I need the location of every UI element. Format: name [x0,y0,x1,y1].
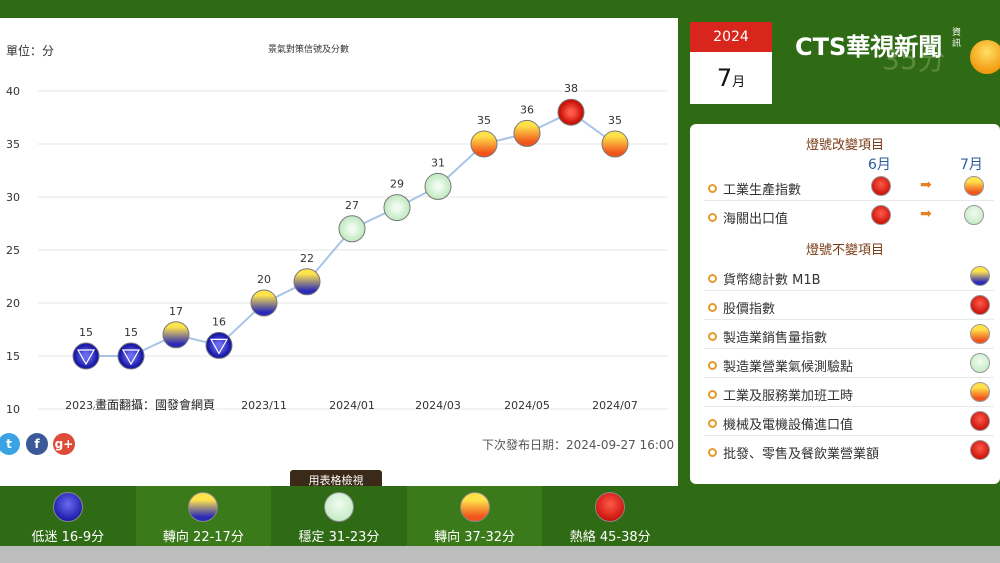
x-tick-label: 2024/07 [592,399,638,412]
signal-point [601,130,629,158]
red-signal-icon [970,295,990,315]
x-tick-label: 2024/03 [415,399,461,412]
twitter-icon[interactable]: t [0,433,20,455]
signal-point [162,321,190,349]
green-signal-icon [323,492,354,522]
business-signal-chart: 40 35 30 25 20 15 10 2023/07 2023/11 2024/01 2024/… [6,82,668,416]
changed-item: 工業生產指數 [708,179,801,198]
data-label: 22 [300,252,314,265]
arrow-right-icon: ➡ [920,206,932,222]
yellow-blue-signal-icon [970,266,990,286]
data-label: 15 [79,326,93,339]
red-signal-icon [871,176,891,196]
y-tick-label: 40 [6,85,20,98]
signal-point [470,130,498,158]
yellow-blue-signal-icon [188,492,219,522]
unit-label: 單位：分 [6,44,55,58]
legend-item-stable: 穩定 31-23分 [271,486,407,546]
legend-item-hot: 熱絡 45-38分 [542,486,678,546]
x-tick-label: 2023/11 [241,399,287,412]
yellow-red-signal-icon [970,40,1000,74]
signal-point [383,194,411,222]
green-signal-icon [970,353,990,373]
cts-logo: CTS華視新聞 [795,33,943,61]
data-label: 31 [431,156,445,169]
x-tick-label: 2023/07 [65,399,111,412]
green-signal-icon [964,205,984,225]
y-tick-label: 30 [6,191,20,204]
legend-item-turn-down: 轉向 22-17分 [135,486,272,546]
yellow-red-signal-icon [970,324,990,344]
down-triangle-icon [209,338,229,355]
arrow-right-icon: ➡ [920,177,932,193]
unchanged-item: 製造業銷售量指數 [708,327,827,346]
red-signal-icon [970,411,990,431]
signal-point [424,172,452,200]
current-score: 35分 [882,43,946,76]
data-label: 29 [390,178,404,191]
y-tick-label: 15 [6,350,20,363]
bottom-strip [0,546,1000,563]
x-tick-label: 2024/01 [329,399,375,412]
cts-logo-sub: 資訊 [952,28,962,49]
down-triangle-icon [76,349,96,366]
y-tick-label: 35 [6,138,20,151]
to-month-label: 7月 [960,157,983,173]
data-label: 38 [564,82,578,95]
indicator-panel: 燈號改變項目 6月 7月 工業生產指數 ➡ 海關出口值 ➡ 燈號不變項目 貨幣總… [690,124,1000,484]
unchanged-item: 機械及電機設備進口值 [708,414,853,433]
signal-legend: 低迷 16-9分 轉向 22-17分 穩定 31-23分 轉向 37-32分 熱… [0,486,678,546]
unchanged-item: 貨幣總計數 M1B [708,269,821,288]
unchanged-item: 工業及服務業加班工時 [708,385,853,404]
data-label: 35 [608,114,622,127]
red-signal-icon [970,440,990,460]
from-month-label: 6月 [868,157,891,173]
unchanged-item: 製造業營業氣候測驗點 [708,356,853,375]
data-label: 16 [212,315,226,328]
data-label: 36 [520,103,534,116]
unchanged-section-title: 燈號不變項目 [805,243,884,258]
date-month: 7月 [716,64,746,92]
signal-point [338,215,366,243]
y-tick-label: 20 [6,297,20,310]
legend-item-turn-up: 轉向 37-32分 [406,486,543,546]
yellow-red-signal-icon [964,176,984,196]
changed-section-title: 燈號改變項目 [805,138,884,153]
chart-title: 景氣對策信號及分數 [268,45,350,55]
y-tick-label: 10 [6,403,20,416]
next-release-date: 下次發布日期：2024-09-27 16:00 [482,438,675,452]
data-label: 27 [345,199,359,212]
red-signal-icon [595,492,626,522]
data-label: 35 [477,114,491,127]
google-plus-icon[interactable]: g+ [53,433,75,455]
date-card: 2024 7月 [690,22,772,104]
data-label: 20 [257,273,271,286]
blue-signal-icon [52,492,83,522]
signal-point [513,119,541,147]
data-label: 17 [169,305,183,318]
unchanged-item: 批發、零售及餐飲業營業額 [708,443,879,462]
unchanged-item: 股價指數 [708,298,775,317]
signal-point [557,98,585,126]
y-tick-label: 25 [6,244,20,257]
signal-point [250,289,278,317]
signal-point [293,268,321,296]
changed-item: 海關出口值 [708,208,788,227]
x-tick-label: 2024/05 [504,399,550,412]
chart-panel: 單位：分 景氣對策信號及分數 40 35 30 25 20 15 10 2023/07 2023… [0,18,678,492]
overlay-caption: 畫面翻攝：國發會網頁 [95,397,215,412]
yellow-red-signal-icon [459,492,490,522]
data-label: 15 [124,326,138,339]
yellow-red-signal-icon [970,382,990,402]
facebook-icon[interactable]: f [26,433,48,455]
red-signal-icon [871,205,891,225]
down-triangle-icon [121,349,141,366]
legend-item-low: 低迷 16-9分 [0,486,136,546]
date-year: 2024 [690,22,772,52]
